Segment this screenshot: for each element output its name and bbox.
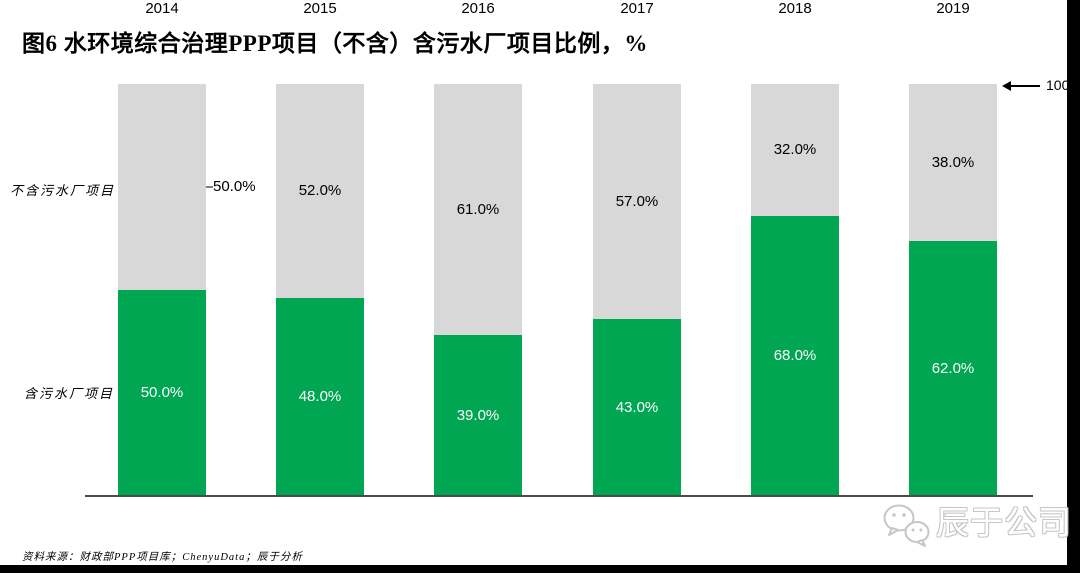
- segment-gray-2016: 61.0%: [434, 84, 522, 335]
- segment-green-2014: 50.0%: [118, 290, 206, 496]
- segment-gray-2014: [118, 84, 206, 290]
- segment-gray-2018: 32.0%: [751, 84, 839, 216]
- watermark-text: 辰于公司: [936, 504, 1072, 541]
- x-axis-line: [85, 495, 1033, 497]
- segment-gray-2015: 52.0%: [276, 84, 364, 298]
- value-label-gray-2017: 57.0%: [615, 193, 659, 210]
- value-label-gray-2019: 38.0%: [931, 154, 975, 171]
- x-tick-2017: 2017: [620, 0, 654, 17]
- value-label-gray-2018: 32.0%: [773, 141, 817, 158]
- wechat-icon: [883, 504, 930, 547]
- value-label-gray-2016: 61.0%: [456, 201, 500, 218]
- x-tick-2016: 2016: [461, 0, 495, 17]
- value-label-green-2018: 68.0%: [773, 347, 817, 364]
- x-tick-2014: 2014: [145, 0, 179, 17]
- segment-green-2017: 43.0%: [593, 319, 681, 496]
- value-label-green-2017: 43.0%: [615, 399, 659, 416]
- watermark: 辰于公司: [882, 503, 1072, 549]
- source-note: 资料来源：财政部PPP项目库；ChenyuData；辰于分析: [22, 552, 303, 563]
- chart-title: 图6 水环境综合治理PPP项目（不含）含污水厂项目比例，%: [22, 31, 648, 56]
- bar-2016: 61.0% 39.0%: [434, 84, 522, 496]
- bar-2019: 38.0% 62.0%: [909, 84, 997, 496]
- series-label-gray: 不含污水厂项目: [10, 183, 116, 198]
- value-label-green-2014: 50.0%: [140, 384, 184, 401]
- segment-gray-2017: 57.0%: [593, 84, 681, 319]
- bottom-black-border: [0, 565, 1080, 573]
- value-label-green-2015: 48.0%: [298, 388, 342, 405]
- segment-green-2019: 62.0%: [909, 241, 997, 496]
- bar-2017: 57.0% 43.0%: [593, 84, 681, 496]
- value-label-green-2019: 62.0%: [931, 360, 975, 377]
- value-label-gray-2014: —50.0%: [198, 178, 256, 195]
- arrow-line: [1004, 85, 1040, 87]
- bar-2014: 50.0%: [118, 84, 206, 496]
- right-black-border: [1067, 0, 1080, 573]
- segment-green-2015: 48.0%: [276, 298, 364, 496]
- segment-green-2018: 68.0%: [751, 216, 839, 496]
- value-label-gray-2015: 52.0%: [298, 182, 342, 199]
- bar-2015: 52.0% 48.0%: [276, 84, 364, 496]
- bar-2018: 32.0% 68.0%: [751, 84, 839, 496]
- segment-gray-2019: 38.0%: [909, 84, 997, 241]
- x-tick-2015: 2015: [303, 0, 337, 17]
- x-tick-2019: 2019: [936, 0, 970, 17]
- value-label-green-2016: 39.0%: [456, 407, 500, 424]
- series-label-green: 含污水厂项目: [24, 386, 115, 401]
- x-tick-2018: 2018: [778, 0, 812, 17]
- segment-green-2016: 39.0%: [434, 335, 522, 496]
